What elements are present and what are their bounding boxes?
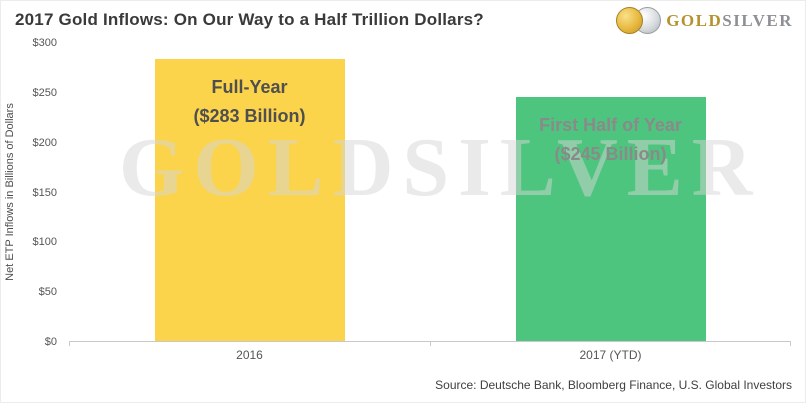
x-axis-labels: 2016 2017 (YTD) [69,348,791,364]
bar-2016 [154,58,345,341]
y-tick-label: $150 [32,186,57,199]
bar-label-line1: First Half of Year [539,114,682,135]
bar-label-line1: Full-Year [211,76,288,97]
bar-label-line2: ($245 Billion) [554,143,667,164]
gold-coin-icon [616,7,644,34]
y-tick-label: $200 [32,136,57,149]
bar-data-label: Full-Year ($283 Billion) [155,60,345,131]
x-category-label: 2017 (YTD) [579,348,642,362]
bar-label-line2: ($283 Billion) [193,105,306,126]
logo-gold-text: GOLD [666,11,723,30]
y-tick-label: $100 [32,236,57,249]
coin-icons [616,6,662,36]
x-tick-mark [790,342,791,346]
bar-data-label: First Half of Year ($245 Billion) [516,98,706,169]
plot-area: Full-Year ($283 Billion) First Half of Yea… [69,43,791,346]
y-tick-label: $0 [44,336,57,348]
x-tick-mark [69,342,70,346]
goldsilver-logo: GOLDSILVER [616,6,793,36]
y-tick-label: $250 [32,86,57,99]
x-tick-mark [430,342,431,346]
x-category-label: 2016 [236,348,263,362]
source-attribution: Source: Deutsche Bank, Bloomberg Finance… [435,378,792,392]
logo-wordmark: GOLDSILVER [666,11,793,31]
bar-2017 (YTD) [515,96,706,341]
y-tick-label: $50 [38,286,57,299]
chart-title: 2017 Gold Inflows: On Our Way to a Half … [15,10,484,29]
y-tick-label: $300 [32,37,57,49]
logo-silver-text: SILVER [722,11,793,30]
y-axis: $0 $50 $100 $150 $200 $250 $300 [1,37,61,348]
